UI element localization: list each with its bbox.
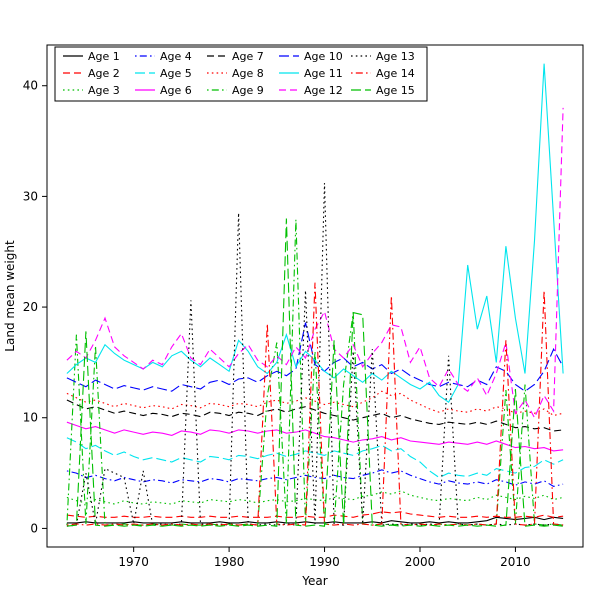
legend: Age 1 Age 2 Age 3 Age 4 Age 5 Age 6 Age 7 Age 8… [54,46,428,102]
legend-item-label: Age 9 [232,84,264,97]
legend-item-label: Age 12 [304,84,343,97]
legend-item-label: Age 7 [232,50,264,63]
legend-item-label: Age 2 [88,67,120,80]
series-line-age-12 [66,107,564,419]
y-axis-label: Land mean weight [3,240,17,352]
series-line-age-2 [66,511,564,518]
series-line-age-3 [66,490,564,505]
x-tick-label: 2000 [405,555,436,569]
y-tick-label: 10 [23,411,38,425]
series-line-age-13 [66,183,564,527]
y-tick-label: 40 [23,79,38,93]
series-line-age-4 [66,469,564,487]
axes-layer: 1970 1980 1990 2000 2010 0 10 20 30 40 [23,44,584,569]
series-line-age-6 [66,421,564,452]
legend-item-label: Age 11 [304,67,343,80]
plot-box [46,44,584,548]
series-line-age-10 [66,322,564,392]
series-layer [66,63,564,527]
legend-item-label: Age 3 [88,84,120,97]
y-tick-label: 30 [23,189,38,203]
y-tick-label: 20 [23,300,38,314]
x-tick-label: 1990 [309,555,340,569]
x-tick-label: 1970 [118,555,149,569]
legend-item-label: Age 4 [160,50,192,63]
legend-box [54,46,428,102]
series-line-age-7 [66,399,564,432]
legend-item-label: Age 6 [160,84,192,97]
x-tick-label: 1980 [214,555,245,569]
legend-item-label: Age 10 [304,50,343,63]
x-axis-label: Year [301,574,327,588]
series-line-age-11 [66,63,564,404]
legend-item-label: Age 8 [232,67,264,80]
legend-item-label: Age 14 [376,67,415,80]
legend-item-label: Age 5 [160,67,192,80]
series-line-age-8 [66,390,564,417]
series-line-age-5 [66,437,564,479]
legend-item-label: Age 15 [376,84,415,97]
x-tick-label: 2010 [500,555,531,569]
y-tick-label: 0 [30,521,38,535]
series-line-age-14 [66,282,564,526]
legend-item-label: Age 13 [376,50,415,63]
legend-item-label: Age 1 [88,50,120,63]
series-line-age-15 [66,218,564,527]
